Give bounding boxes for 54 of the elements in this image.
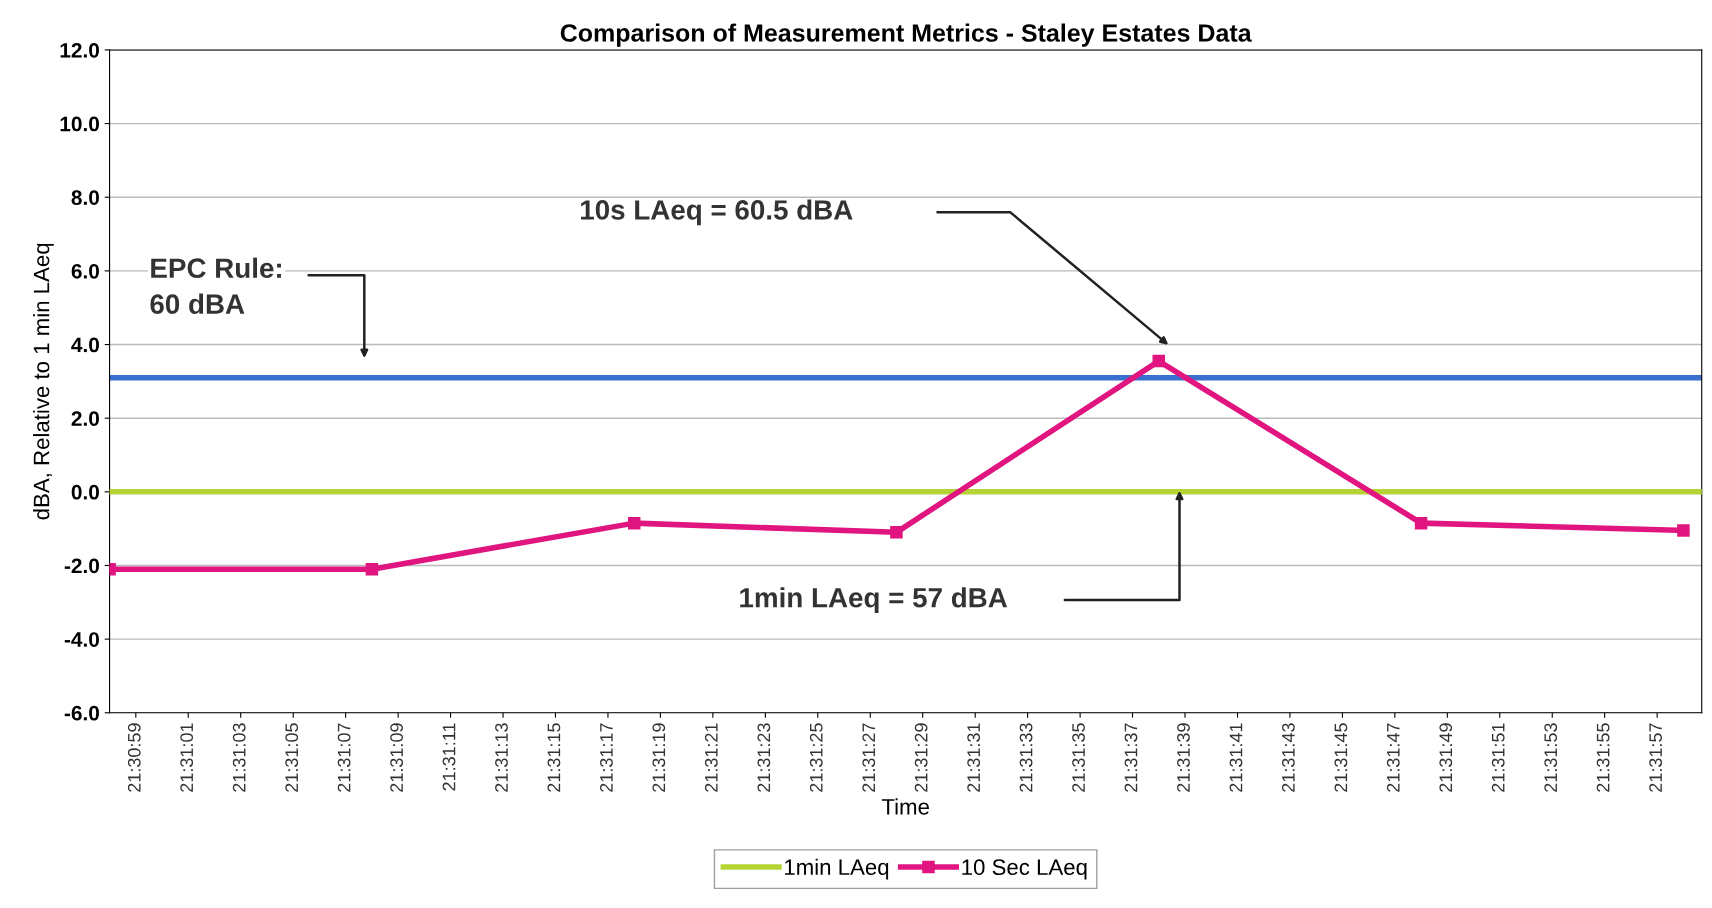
x-tick-label: 21:31:39 xyxy=(1177,723,1190,792)
x-tick-label: 21:31:25 xyxy=(809,723,823,792)
y-axis-title: dBA, Relative to 1 min LAeq xyxy=(33,243,54,520)
x-axis-title: Time xyxy=(881,798,929,815)
chart-title: Comparison of Measurement Metrics - Staley Estates Data xyxy=(560,23,1252,47)
point xyxy=(890,526,903,539)
x-tick-label: 21:31:01 xyxy=(180,723,194,792)
x-tick-label: 21:31:31 xyxy=(967,723,981,792)
point xyxy=(1414,516,1428,530)
x-tick-label: 21:31:11 xyxy=(442,723,456,791)
x-tick-label: 21:31:55 xyxy=(1596,723,1610,792)
x-tick-label: 21:31:43 xyxy=(1281,723,1295,792)
x-tick-label: 21:30:59 xyxy=(127,723,141,792)
x-tick-label: 21:31:27 xyxy=(862,723,876,792)
x-tick-label: 21:31:57 xyxy=(1649,723,1662,792)
x-tick-label: 21:31:33 xyxy=(1019,723,1033,792)
x-tick-label: 21:31:47 xyxy=(1386,723,1400,792)
legend-label: 1min LAeq xyxy=(785,858,889,880)
annotation: 10s LAeq = 60.5 dBA xyxy=(581,199,853,226)
y-tick-label: -2.0 xyxy=(64,558,99,574)
x-tick-label: 21:31:17 xyxy=(600,723,613,792)
y-tick-label: -4.0 xyxy=(64,632,99,647)
legend-label: 10 Sec LAeq xyxy=(962,859,1087,880)
x-tick-label: 21:31:41 xyxy=(1229,723,1243,792)
x-tick-label: 21:31:37 xyxy=(1124,723,1138,792)
annotation: 1min LAeq = 57 dBA xyxy=(740,587,1008,614)
y-tick-label: -6.0 xyxy=(64,705,99,721)
point xyxy=(627,516,641,530)
y-tick-label: 12.0 xyxy=(60,42,99,58)
point xyxy=(365,562,379,576)
x-tick-label: 21:31:29 xyxy=(914,723,928,792)
x-tick-label: 21:31:35 xyxy=(1072,723,1085,792)
x-tick-label: 21:31:49 xyxy=(1439,723,1453,792)
y-tick-label: 4.0 xyxy=(71,337,99,353)
point xyxy=(1152,354,1166,368)
point xyxy=(1677,524,1690,537)
x-tick-label: 21:31:53 xyxy=(1544,723,1558,792)
x-tick-label: 21:31:03 xyxy=(232,723,246,792)
y-tick-label: 10.0 xyxy=(60,116,99,132)
x-tick-label: 21:31:45 xyxy=(1334,723,1348,792)
x-tick-label: 21:31:05 xyxy=(285,723,299,792)
x-tick-label: 21:31:51 xyxy=(1491,723,1505,792)
x-tick-label: 21:31:13 xyxy=(495,723,508,792)
x-tick-label: 21:31:21 xyxy=(704,723,718,792)
x-tick-label: 21:31:15 xyxy=(547,723,561,792)
x-tick-label: 21:31:19 xyxy=(652,723,666,792)
y-tick-label: 8.0 xyxy=(71,190,99,205)
y-tick-label: 6.0 xyxy=(71,263,99,279)
y-tick-label: 0.0 xyxy=(71,484,99,500)
x-tick-label: 21:31:23 xyxy=(757,723,771,792)
x-tick-label: 21:31:07 xyxy=(337,723,351,792)
x-tick-label: 21:31:09 xyxy=(390,723,403,792)
annotation: EPC Rule: 60 dBA xyxy=(150,257,281,314)
y-tick-label: 2.0 xyxy=(71,411,99,426)
